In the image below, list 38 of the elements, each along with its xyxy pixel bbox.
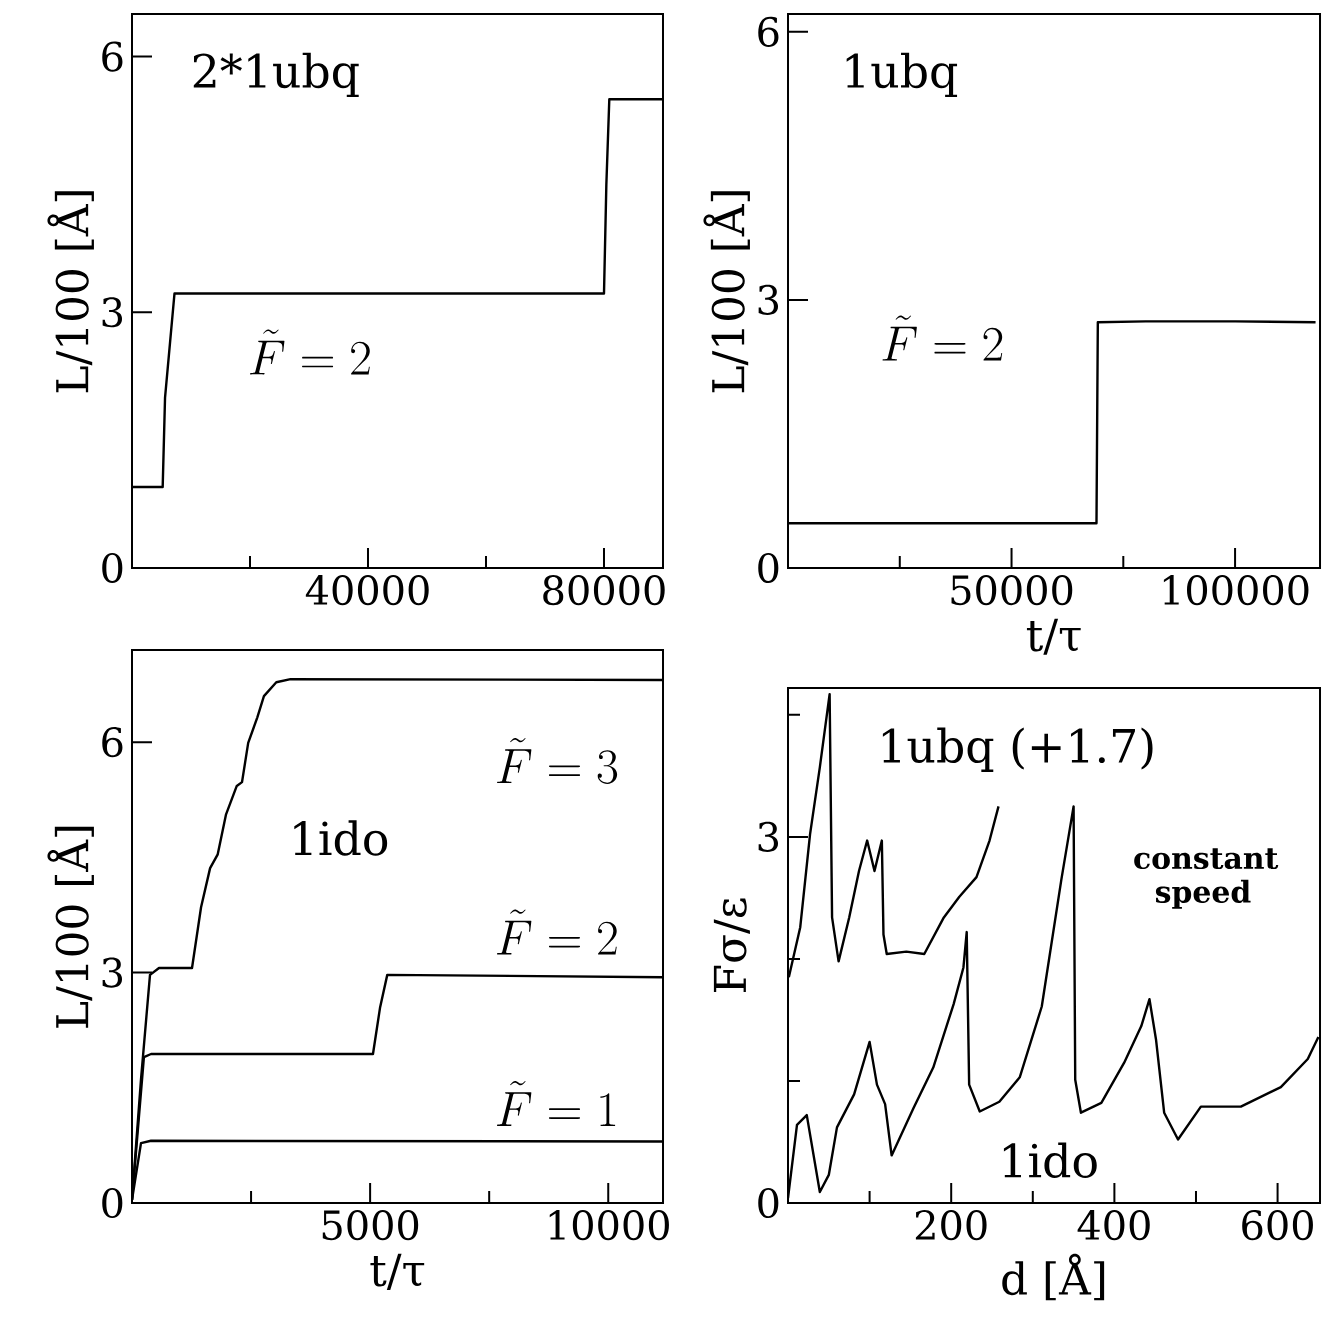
y-tick-label: 6 (102, 727, 123, 758)
x-tick-label: 40000 (305, 575, 429, 606)
y-axis-title: L/100 [Å] (47, 826, 94, 1028)
x-axis-title: t/τ (370, 1253, 425, 1290)
series-label: 1ido (1003, 1142, 1097, 1178)
x-tick-label: 50000 (951, 575, 1073, 606)
x-tick-label: 600 (1242, 1210, 1313, 1241)
x-tick-label: 100000 (1163, 575, 1309, 606)
y-tick-label: 3 (102, 297, 123, 328)
series-label: $\tilde{F}=2$ (497, 909, 617, 955)
x-tick-label: 400 (1077, 1210, 1150, 1241)
x-tick-label: 10000 (549, 1210, 669, 1241)
text: 1ido (294, 820, 388, 856)
text: 2*1ubq (193, 52, 359, 98)
text: $\tilde{F}=2$ (882, 315, 1003, 361)
series-label: 1ubq (+1.7) (882, 727, 1153, 772)
y-tick-label: 3 (758, 284, 779, 315)
annotation: constant speed (1134, 848, 1279, 909)
y-axis-title: L/100 [Å] (703, 191, 750, 393)
y-tick-label: 0 (758, 1187, 779, 1219)
text: $\tilde{F}=3$ (497, 738, 618, 784)
y-tick-label: 6 (102, 41, 123, 72)
y-axis-title: Fσ/ε (713, 898, 750, 992)
y-tick-label: 0 (102, 1187, 123, 1219)
y-axis-title: L/100 [Å] (47, 191, 94, 393)
text: 1ubq (846, 52, 958, 98)
x-tick-label: 80000 (543, 575, 665, 606)
series-label: $\tilde{F}=1$ (497, 1080, 616, 1126)
x-axis-title: t/τ (1026, 618, 1081, 655)
series-label: $\tilde{F}=2$ (250, 329, 370, 375)
x-tick-label: 5000 (322, 1210, 419, 1241)
x-tick-label: 200 (915, 1210, 987, 1241)
y-tick-label: 3 (758, 821, 779, 852)
y-tick-label: 3 (102, 957, 123, 988)
y-tick-label: 0 (758, 552, 779, 584)
x-axis-title: d [Å] (1002, 1253, 1105, 1301)
y-tick-label: 0 (102, 552, 123, 584)
y-tick-label: 6 (758, 16, 779, 47)
